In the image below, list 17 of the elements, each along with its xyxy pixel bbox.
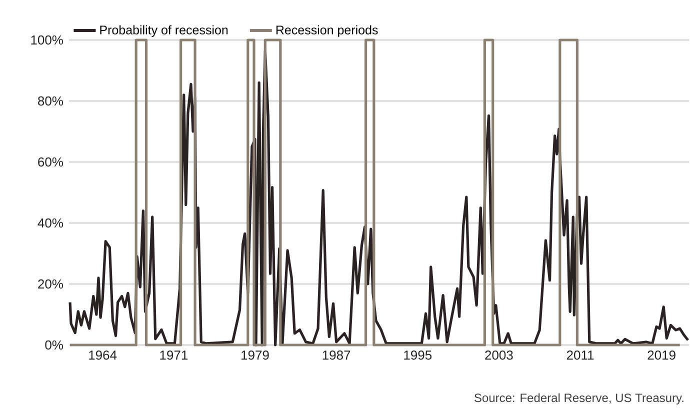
legend-label: Probability of recession bbox=[100, 25, 228, 37]
y-tick-label: 20% bbox=[38, 279, 64, 289]
x-tick-label: 1987 bbox=[322, 350, 350, 360]
y-tick-label: 100% bbox=[31, 35, 64, 45]
y-tick-label: 40% bbox=[38, 218, 64, 228]
x-tick-label: 1979 bbox=[242, 350, 269, 360]
y-tick-label: 80% bbox=[38, 96, 64, 106]
y-tick-label: 0% bbox=[45, 340, 64, 350]
x-tick-label: 1995 bbox=[404, 350, 432, 360]
y-tick-label: 60% bbox=[38, 157, 64, 167]
source-note: Source: Federal Reserve, US Treasury. bbox=[474, 393, 684, 404]
x-tick-label: 2003 bbox=[485, 350, 513, 360]
x-tick-label: 1971 bbox=[160, 350, 188, 360]
x-tick-label: 2019 bbox=[648, 350, 676, 360]
x-tick-label: 2011 bbox=[566, 350, 594, 360]
legend-label: Recession periods bbox=[276, 25, 378, 37]
x-tick-label: 1964 bbox=[89, 350, 117, 360]
